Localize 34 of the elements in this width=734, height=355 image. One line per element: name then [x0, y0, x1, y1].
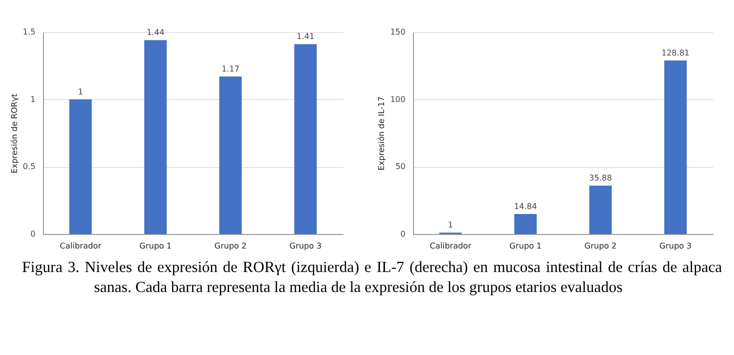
data-label: 35.88	[589, 174, 612, 183]
y-tick-label: 0	[400, 230, 406, 238]
y-tick-label: 1	[30, 94, 36, 104]
x-tick-label: Grupo 1	[139, 242, 172, 250]
bar	[294, 44, 317, 234]
x-tick-label: Grupo 3	[289, 242, 322, 250]
x-tick-label: Grupo 2	[214, 242, 247, 250]
data-label: 1.44	[146, 28, 164, 38]
data-label: 1.41	[296, 32, 314, 42]
data-label: 1	[78, 87, 84, 96]
bar	[514, 214, 537, 234]
y-tick-label: 50	[395, 162, 406, 172]
data-label: 128.81	[662, 48, 690, 58]
data-label: 1.17	[222, 64, 240, 74]
y-axis-title: Expresión de RORγt	[10, 94, 19, 174]
bar	[664, 60, 687, 234]
y-tick-label: 0.5	[22, 162, 36, 172]
x-tick-label: Calibrador	[430, 242, 472, 250]
data-label: 1	[448, 220, 454, 230]
bar	[69, 99, 92, 234]
x-tick-label: Calibrador	[60, 242, 102, 250]
y-tick-label: 100	[390, 94, 406, 104]
x-tick-label: Grupo 2	[584, 242, 617, 250]
x-tick-label: Grupo 3	[659, 242, 692, 250]
y-tick-label: 1.5	[22, 28, 36, 36]
text: Figura 3. Niveles de expresión de RORγt (izquierda) e IL-7 (derecha) en mucosa intestinal de crías de alpaca sanas. Cada barra representa la media de la expresión de los grupos etarios evaluados	[22, 258, 722, 298]
bar	[219, 76, 242, 234]
data-label: 14.84	[514, 202, 537, 212]
y-tick-label: 0	[30, 230, 36, 238]
x-tick-label: Grupo 1	[509, 242, 542, 250]
y-axis-title: Expresión de IL-17	[377, 96, 386, 171]
bar	[144, 40, 167, 234]
bar	[589, 186, 612, 234]
y-tick-label: 150	[390, 28, 406, 36]
